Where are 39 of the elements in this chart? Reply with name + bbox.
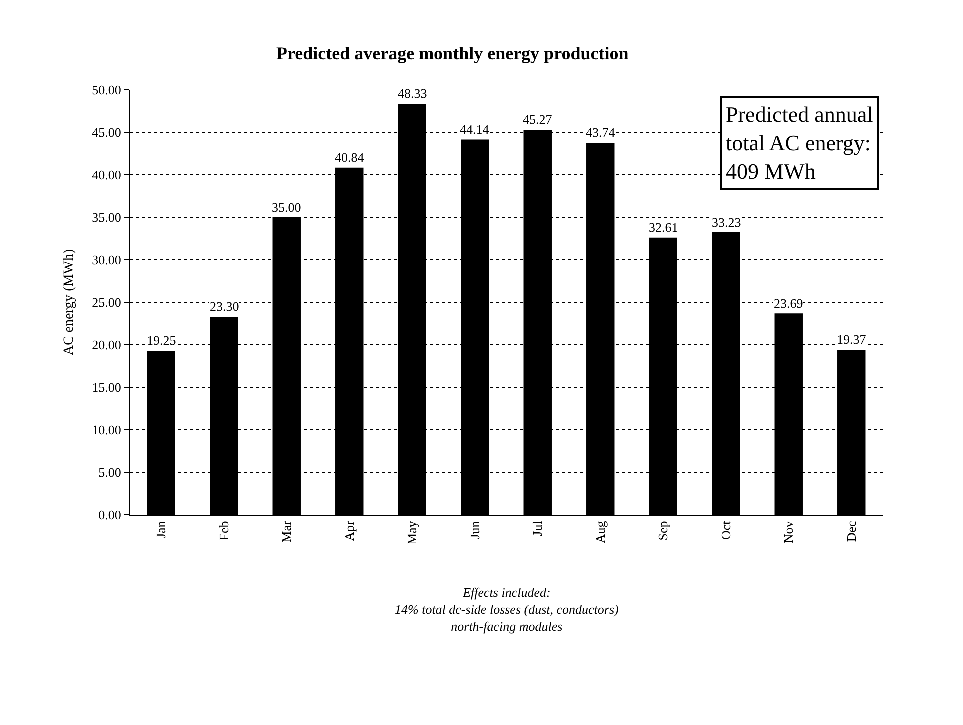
y-tick-label: 0.00 — [98, 508, 122, 523]
y-tick-label: 5.00 — [98, 465, 122, 480]
x-tick-label: Aug — [592, 520, 608, 544]
x-tick-label: Jan — [154, 520, 169, 539]
annotation: Predicted annual total AC energy: 409 MWh — [726, 102, 874, 184]
data-label: 45.27 — [523, 112, 553, 127]
data-label: 40.84 — [335, 150, 365, 165]
y-tick-label: 15.00 — [92, 380, 122, 396]
data-label: 32.61 — [649, 220, 678, 235]
data-label: 23.69 — [774, 296, 804, 311]
x-tick-label: Feb — [216, 521, 232, 541]
data-label: 23.30 — [210, 299, 240, 314]
x-tick-label: Sep — [656, 521, 671, 541]
data-label: 48.33 — [398, 86, 428, 101]
text: Effects included: 14% total dc-side losses (dust, conductors) north-facing modules — [395, 585, 619, 634]
x-tick-label: Oct — [718, 520, 734, 540]
data-label: 33.23 — [712, 215, 742, 230]
x-tick-label: Mar — [279, 520, 294, 543]
data-label: 43.74 — [586, 125, 616, 140]
x-tick-label: Apr — [342, 520, 357, 542]
y-tick-label: 25.00 — [92, 295, 122, 310]
chart-title: Predicted average monthly energy production — [276, 44, 629, 64]
y-axis-title: AC energy (MWh) — [62, 249, 77, 356]
x-tick-label: Dec — [844, 520, 859, 542]
y-tick-label: 50.00 — [92, 82, 122, 98]
data-label: 19.25 — [147, 333, 176, 348]
x-tick-label: Nov — [781, 520, 796, 544]
y-tick-label: 45.00 — [92, 125, 122, 140]
data-label: 35.00 — [272, 200, 302, 215]
x-tick-label: Jun — [467, 520, 482, 540]
y-tick-label: 10.00 — [92, 422, 122, 438]
data-label: 44.14 — [460, 122, 490, 137]
y-tick-label: 20.00 — [92, 338, 122, 353]
x-tick-label: Jul — [530, 520, 546, 536]
y-tick-label: 30.00 — [92, 252, 122, 268]
y-tick-label: 35.00 — [92, 210, 122, 226]
x-tick-label: May — [404, 520, 420, 546]
y-tick-label: 40.00 — [92, 168, 122, 183]
data-label: 19.37 — [837, 332, 867, 347]
